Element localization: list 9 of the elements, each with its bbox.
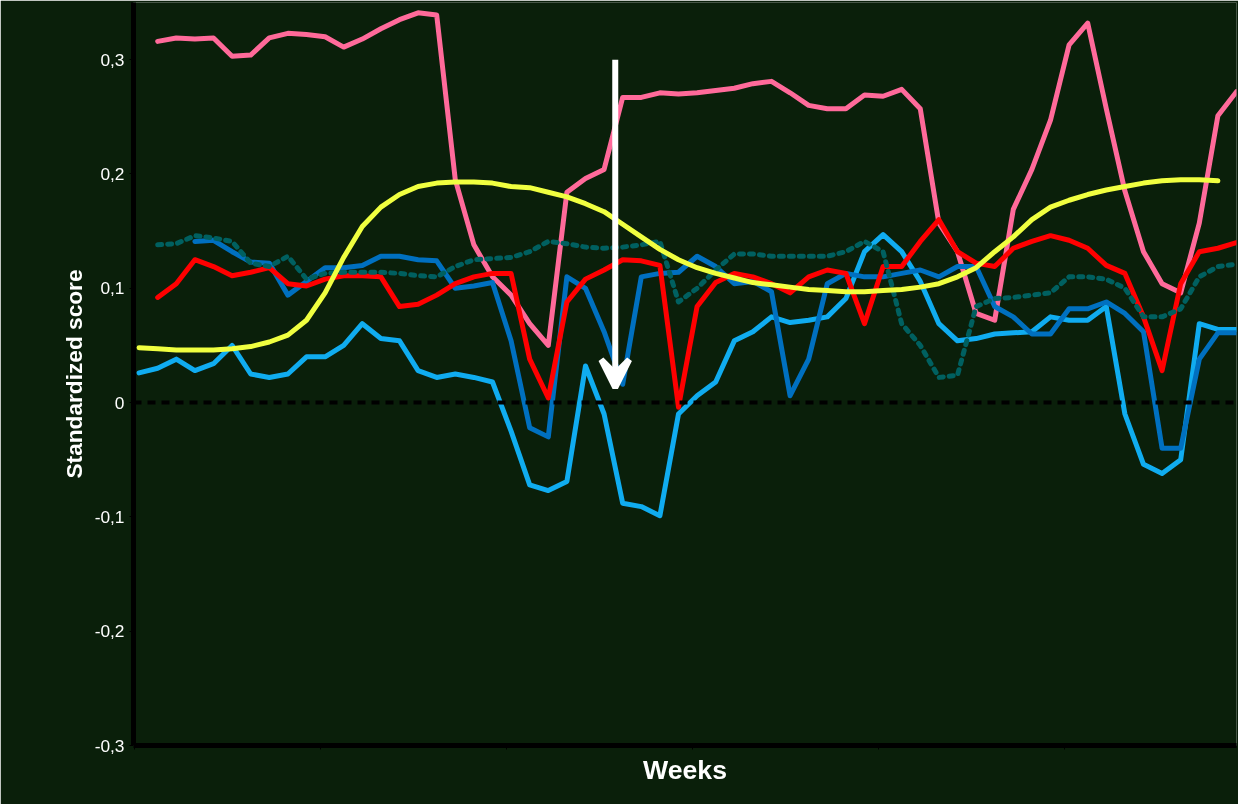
y-tick-label: 0,1 (100, 278, 125, 299)
y-tick-label: 0 (114, 392, 125, 413)
y-tick-label: 0,3 (100, 49, 125, 70)
y-axis-title: Standardized score (60, 269, 87, 479)
y-tick-label: 0,2 (100, 163, 125, 184)
y-tick-label: -0,2 (94, 621, 125, 642)
y-tick-label: -0,3 (94, 735, 125, 756)
y-tick-label: -0,1 (94, 506, 125, 527)
x-axis-title: Weeks (643, 754, 727, 785)
